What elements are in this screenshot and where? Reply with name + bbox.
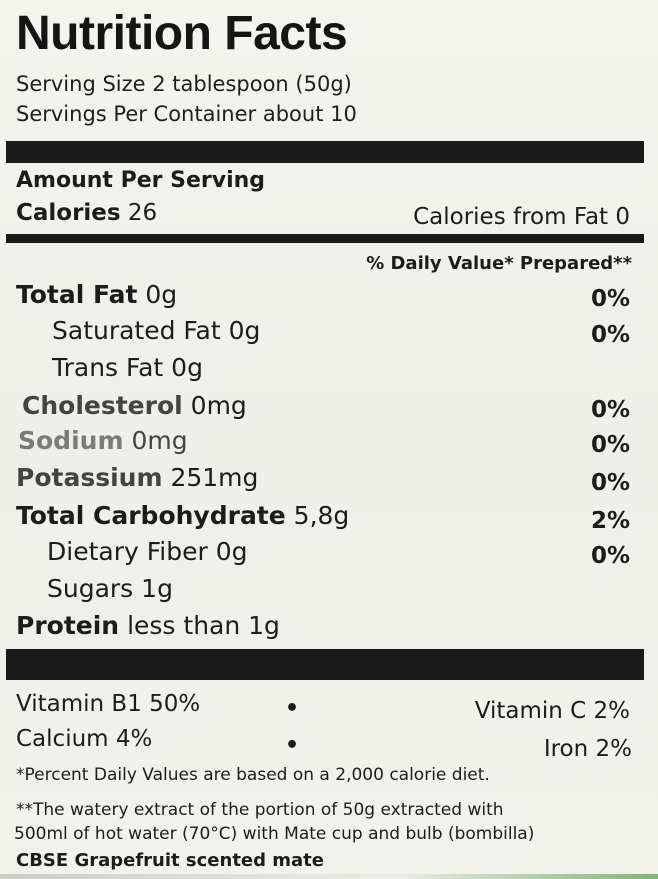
nutrient-amount: less than 1g — [127, 611, 280, 640]
nutrient-amount: 0g — [228, 316, 261, 345]
iron: Iron 2% — [543, 736, 632, 762]
nutrient-name: Total Fat — [16, 280, 138, 309]
footnote-daily-values: *Percent Daily Values are based on a 2,0… — [16, 765, 490, 785]
nutrient-amount: 5,8g — [293, 501, 350, 530]
nutrient-name: Total Carbohydrate — [16, 501, 286, 530]
nutrient-sugars: Sugars 1g — [47, 574, 173, 603]
serving-size: Serving Size 2 tablespoon (50g) — [16, 72, 352, 96]
calories-row: Calories 26 — [16, 200, 157, 226]
nutrient-protein: Protein less than 1g — [16, 611, 280, 640]
nutrient-amount: 0g — [145, 280, 178, 309]
calories-value: 26 — [127, 200, 158, 226]
percent-dietary-fiber: 0% — [590, 543, 630, 569]
percent-total-carbohydrate: 2% — [590, 508, 630, 534]
bullet-separator: • — [285, 696, 300, 721]
nutrient-name: Sugars — [47, 574, 134, 603]
nutrient-name: Potassium — [16, 463, 163, 492]
calories-label: Calories — [16, 200, 121, 226]
nutrient-amount: 0g — [215, 537, 248, 566]
label-edge — [0, 874, 658, 879]
footnote-extract-line1: **The watery extract of the portion of 5… — [16, 800, 504, 820]
nutrient-name: Protein — [16, 611, 120, 640]
nutrient-sodium: Sodium 0mg — [18, 426, 188, 455]
label-title: Nutrition Facts — [16, 7, 348, 60]
thick-divider-top — [6, 141, 644, 163]
nutrient-saturated-fat: Saturated Fat 0g — [52, 316, 260, 345]
percent-saturated-fat: 0% — [590, 322, 630, 348]
percent-total-fat: 0% — [590, 286, 630, 312]
calcium: Calcium 4% — [16, 726, 153, 752]
nutrient-name: Dietary Fiber — [47, 537, 208, 566]
daily-value-header: % Daily Value* Prepared** — [366, 253, 632, 274]
bullet-separator: • — [285, 733, 300, 758]
nutrient-amount: 0mg — [190, 391, 247, 420]
product-name: CBSE Grapefruit scented mate — [16, 850, 324, 871]
thick-divider-bottom — [6, 649, 644, 680]
nutrient-name: Cholesterol — [22, 391, 183, 420]
calories-from-fat: Calories from Fat 0 — [413, 204, 630, 230]
footnote-extract-line2: 500ml of hot water (70°C) with Mate cup … — [14, 824, 535, 844]
vitamin-c: Vitamin C 2% — [474, 698, 630, 724]
nutrient-total-fat: Total Fat 0g — [16, 280, 177, 309]
nutrient-amount: 251mg — [170, 463, 259, 492]
servings-per-container: Servings Per Container about 10 — [16, 102, 357, 126]
medium-divider — [6, 234, 644, 243]
percent-sodium: 0% — [590, 432, 630, 458]
amount-per-serving: Amount Per Serving — [16, 168, 266, 193]
nutrient-trans-fat: Trans Fat 0g — [52, 353, 203, 382]
nutrient-total-carbohydrate: Total Carbohydrate 5,8g — [16, 501, 349, 530]
nutrient-name: Trans Fat — [52, 353, 164, 382]
vitamin-b1: Vitamin B1 50% — [16, 691, 201, 717]
nutrient-name: Sodium — [18, 426, 124, 455]
percent-cholesterol: 0% — [590, 397, 630, 423]
nutrient-cholesterol: Cholesterol 0mg — [22, 391, 247, 420]
nutrient-amount: 1g — [141, 574, 173, 603]
nutrient-amount: 0mg — [131, 426, 188, 455]
percent-potassium: 0% — [590, 470, 630, 496]
nutrient-name: Saturated Fat — [52, 316, 221, 345]
nutrient-dietary-fiber: Dietary Fiber 0g — [47, 537, 248, 566]
nutrient-potassium: Potassium 251mg — [16, 463, 258, 492]
nutrient-amount: 0g — [171, 353, 203, 382]
